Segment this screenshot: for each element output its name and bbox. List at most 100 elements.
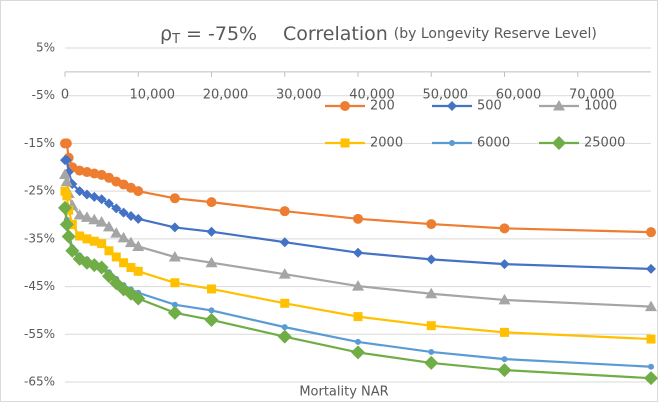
marker (171, 301, 178, 308)
x-tick-label: 50,000 (423, 87, 469, 102)
y-tick-label: -45% (24, 279, 55, 293)
x-tick-label: 20,000 (203, 87, 249, 102)
x-tick-label: 30,000 (276, 87, 322, 102)
marker (425, 287, 438, 299)
marker (96, 194, 107, 205)
marker (648, 363, 654, 370)
chart-title-main: Correlation (by Longevity Reserve Level) (283, 23, 597, 45)
marker (169, 222, 180, 233)
marker (497, 363, 512, 378)
marker (61, 138, 72, 149)
marker (133, 266, 143, 276)
marker (88, 213, 101, 225)
marker (125, 210, 136, 221)
marker (95, 216, 108, 227)
marker (116, 282, 131, 297)
legend-marker (340, 138, 350, 148)
marker (353, 247, 363, 258)
marker (118, 207, 129, 218)
marker (110, 227, 123, 238)
x-tick-label: 70,000 (569, 87, 615, 102)
title-main: Correlation (283, 23, 388, 45)
marker (646, 263, 656, 274)
y-tick-label: -35% (24, 231, 55, 245)
marker (204, 312, 219, 327)
marker (82, 234, 92, 244)
marker (170, 278, 180, 288)
marker (355, 338, 361, 345)
legend-label: 200 (370, 99, 395, 114)
marker (281, 324, 288, 331)
marker (169, 193, 180, 204)
marker (133, 186, 144, 197)
marker (60, 186, 70, 196)
title-value: = -75% (180, 23, 257, 45)
marker (59, 217, 74, 232)
marker (65, 243, 80, 258)
marker (117, 231, 130, 243)
y-tick-label: -65% (24, 375, 55, 389)
marker (644, 371, 658, 386)
marker (89, 236, 99, 246)
marker (426, 321, 436, 331)
marker (133, 213, 144, 224)
y-tick-label: -5% (32, 88, 55, 102)
marker (353, 213, 363, 224)
legend-marker (552, 136, 566, 150)
x-tick-label: 10,000 (130, 87, 176, 102)
legend-label: 1000 (584, 99, 617, 114)
marker (168, 250, 181, 262)
marker (103, 172, 114, 183)
marker (61, 229, 76, 244)
marker (279, 206, 290, 217)
marker (61, 155, 72, 166)
marker (102, 220, 115, 232)
marker (278, 268, 291, 279)
marker (499, 259, 510, 270)
marker (205, 256, 218, 268)
marker (75, 231, 85, 241)
marker (59, 168, 71, 179)
marker (646, 334, 656, 344)
marker (500, 327, 509, 337)
marker (167, 305, 182, 320)
x-tick-label: 60,000 (496, 87, 542, 102)
marker (132, 240, 145, 251)
legend-label: 25000 (584, 136, 625, 151)
marker (498, 293, 511, 305)
legend-marker (447, 101, 457, 111)
marker (74, 186, 85, 197)
marker (97, 239, 107, 249)
marker (501, 356, 508, 363)
y-tick-label: -25% (24, 184, 55, 198)
marker (353, 312, 363, 322)
marker (426, 254, 437, 265)
marker (104, 246, 114, 256)
legend-label: 2000 (370, 136, 403, 151)
marker (499, 223, 510, 234)
marker (80, 211, 93, 222)
marker (351, 345, 365, 360)
marker (103, 198, 114, 209)
marker (645, 300, 657, 312)
marker (428, 348, 435, 355)
legend-marker (449, 140, 455, 146)
marker (126, 262, 136, 272)
marker (101, 269, 116, 284)
title-symbol: ρ (160, 23, 172, 45)
y-tick-label: 5% (36, 41, 55, 55)
legend-marker (340, 101, 350, 111)
legend-label: 6000 (477, 136, 510, 151)
marker (207, 284, 216, 294)
marker (119, 258, 129, 268)
marker (206, 197, 217, 208)
marker (280, 298, 290, 308)
x-tick-label: 0 (61, 87, 69, 102)
chart-title: ρT = -75% (160, 23, 257, 47)
title-subscript: T (171, 32, 180, 47)
marker (206, 226, 217, 237)
marker (111, 252, 121, 262)
marker (352, 280, 364, 291)
marker (426, 219, 437, 230)
